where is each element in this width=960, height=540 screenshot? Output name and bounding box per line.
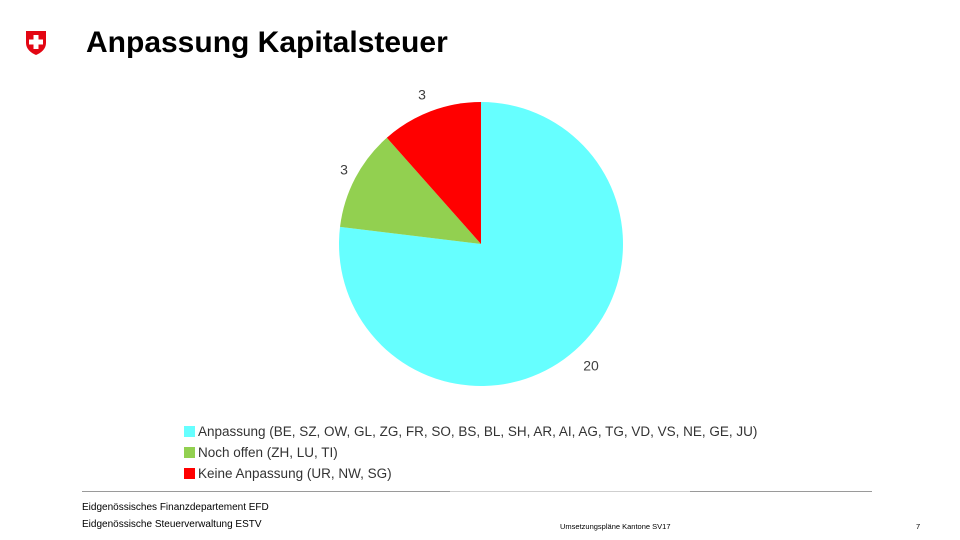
pie-slice	[386, 102, 481, 244]
pie-data-label: 20	[583, 358, 599, 374]
legend-item: Noch offen (ZH, LU, TI)	[184, 442, 757, 463]
legend-label: Anpassung (BE, SZ, OW, GL, ZG, FR, SO, B…	[198, 424, 758, 439]
pie-data-label: 3	[340, 162, 348, 178]
footer-department: Eidgenössisches Finanzdepartement EFD	[82, 502, 269, 513]
footer-divider	[450, 491, 690, 492]
chart-legend: Anpassung (BE, SZ, OW, GL, ZG, FR, SO, B…	[184, 421, 757, 484]
footer-divider	[690, 491, 872, 492]
legend-swatch-icon	[184, 468, 195, 479]
legend-swatch-icon	[184, 426, 195, 437]
swiss-cross-shield-icon	[26, 31, 46, 55]
legend-label: Noch offen (ZH, LU, TI)	[198, 445, 338, 460]
footer-presentation-title: Umsetzungspläne Kantone SV17	[560, 522, 671, 531]
legend-item: Keine Anpassung (UR, NW, SG)	[184, 463, 757, 484]
footer-divider	[82, 491, 450, 492]
pie-data-label: 3	[418, 87, 426, 103]
page-number: 7	[916, 522, 921, 531]
pie-slice	[339, 102, 623, 386]
slide-title: Anpassung Kapitalsteuer	[86, 26, 448, 59]
legend-label: Keine Anpassung (UR, NW, SG)	[198, 466, 392, 481]
legend-swatch-icon	[184, 447, 195, 458]
footer-office: Eidgenössische Steuerverwaltung ESTV	[82, 519, 262, 530]
pie-slice	[340, 137, 481, 244]
legend-item: Anpassung (BE, SZ, OW, GL, ZG, FR, SO, B…	[184, 421, 757, 442]
